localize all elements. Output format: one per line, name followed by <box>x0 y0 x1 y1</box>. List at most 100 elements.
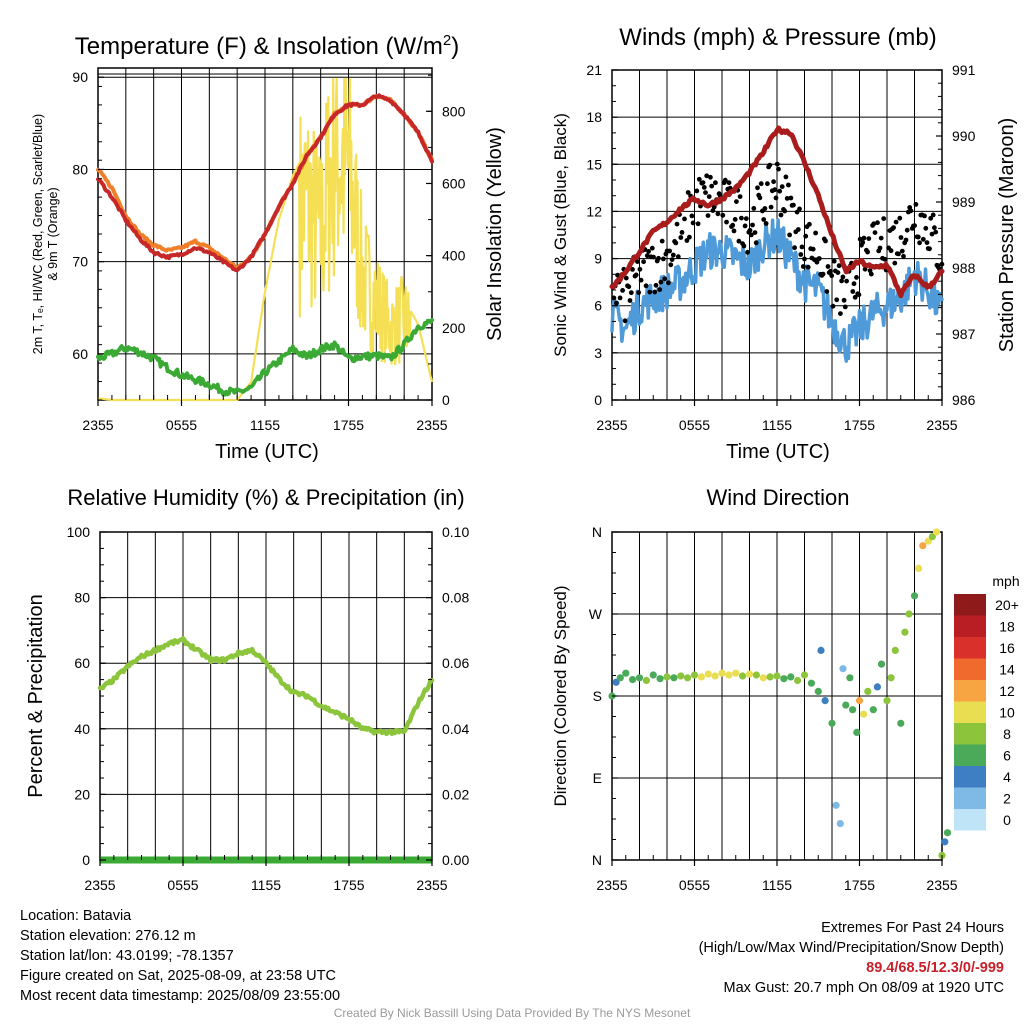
direction-point <box>860 710 868 718</box>
legend-label: 8 <box>1003 726 1011 742</box>
station-latlon: Station lat/lon: 43.0199; -78.1357 <box>20 948 234 964</box>
direction-point <box>853 728 861 737</box>
direction-title: Wind Direction <box>706 485 849 510</box>
x-tick-label: 2355 <box>596 417 627 433</box>
direction-point <box>711 672 719 680</box>
y2-tick-label: 0.10 <box>442 524 469 540</box>
gust-point <box>922 213 927 219</box>
gust-point <box>856 292 862 298</box>
direction-point <box>915 564 923 573</box>
y2-tick-label: 991 <box>952 62 976 78</box>
gust-point <box>768 204 774 210</box>
gust-point <box>908 208 914 214</box>
gust-point <box>834 297 840 303</box>
station-location: Location: Batavia <box>20 908 132 924</box>
direction-point <box>932 528 941 536</box>
gust-point <box>722 177 728 183</box>
direction-point <box>787 673 795 681</box>
sonic-wind-series <box>610 218 944 363</box>
direction-point <box>622 669 630 677</box>
gust-point <box>757 195 763 201</box>
gust-point <box>713 180 718 186</box>
legend-label: 10 <box>999 705 1015 721</box>
gust-point <box>709 183 715 189</box>
direction-point <box>849 706 857 714</box>
gust-point <box>755 185 760 191</box>
speed-legend-title: mph <box>992 573 1019 589</box>
gust-point <box>861 235 867 241</box>
temperature-ticks: 2355 0555 1155 1755 2355 60 70 80 90 0 200 400 600 80… <box>72 67 466 433</box>
gust-point <box>850 289 856 294</box>
gust-point <box>924 240 930 246</box>
gust-point <box>762 206 768 211</box>
gust-point <box>891 225 896 231</box>
y2-tick-label: 990 <box>952 128 976 144</box>
gust-point <box>742 223 748 229</box>
gust-point <box>751 206 757 211</box>
y-tick-label: 100 <box>67 524 91 540</box>
gust-point <box>854 275 859 280</box>
gust-point <box>732 217 738 222</box>
humidity-panel: Relative Humidity (%) & Precipitation (i… <box>25 485 469 893</box>
gust-point <box>694 188 700 194</box>
gust-point <box>628 290 634 296</box>
gust-point <box>690 220 696 226</box>
gust-point <box>929 231 935 237</box>
direction-point <box>697 673 706 681</box>
gust-point <box>710 208 716 214</box>
gust-point <box>799 244 805 250</box>
y2-tick-label: 989 <box>952 194 976 210</box>
gust-point <box>904 227 910 233</box>
gust-point <box>810 246 816 252</box>
gust-point <box>667 248 672 254</box>
extremes-box: Extremes For Past 24 Hours (High/Low/Max… <box>699 918 1004 998</box>
gust-point <box>684 238 690 243</box>
direction-point <box>670 674 678 682</box>
direction-point <box>718 669 726 677</box>
gust-point <box>927 246 932 252</box>
temperature-xlabel: Time (UTC) <box>215 441 319 463</box>
x-tick-label: 0555 <box>167 877 198 893</box>
x-tick-label: 2355 <box>926 417 957 433</box>
gust-point <box>670 252 676 258</box>
gust-point <box>750 222 755 228</box>
direction-point <box>910 592 919 600</box>
x-tick-label: 0555 <box>166 417 197 433</box>
y-tick-label: 9 <box>594 251 602 267</box>
gust-point <box>899 248 905 254</box>
gust-point <box>772 187 778 193</box>
y-tick-label: N <box>592 852 602 868</box>
gust-point <box>844 278 849 284</box>
direction-point <box>800 671 809 679</box>
gust-point <box>930 212 936 218</box>
direction-ticks: 2355 0555 1155 1755 2355 N E S W N <box>589 524 958 893</box>
gust-point <box>868 271 874 277</box>
direction-point <box>642 676 651 685</box>
legend-swatch <box>954 680 986 702</box>
y-tick-label: 6 <box>594 298 602 314</box>
legend-label: 12 <box>999 683 1015 699</box>
gust-point <box>745 249 750 255</box>
gust-point <box>614 300 619 306</box>
extremes-title: Extremes For Past 24 Hours <box>821 920 1004 936</box>
speed-legend: mph 20+ 18 16 14 12 10 8 6 4 2 0 <box>954 573 1020 831</box>
direction-point <box>836 820 844 828</box>
humidity-ticks: 2355 0555 1155 1755 2355 0 20 40 60 80 100 0.00 0.02… <box>67 524 470 893</box>
winds-ticks: 2355 0555 1155 1755 2355 0 3 6 9 12 15 18 21 986 987 98… <box>586 62 975 433</box>
gust-point <box>912 223 917 229</box>
gust-point <box>831 258 837 264</box>
gust-point <box>825 264 831 269</box>
direction-point <box>739 672 747 680</box>
y-tick-label: 0 <box>594 392 602 408</box>
dewpoint-series <box>96 318 434 397</box>
direction-ylabel: Direction (Colored By Speed) <box>551 585 570 806</box>
direction-point <box>656 675 664 683</box>
y-tick-label: N <box>592 524 602 540</box>
gust-point <box>802 256 807 262</box>
gust-point <box>748 232 754 238</box>
extremes-values: 89.4/68.5/12.3/0/-999 <box>866 960 1004 976</box>
legend-label: 2 <box>1003 791 1011 807</box>
y2-tick-label: 988 <box>952 260 976 276</box>
temperature-ylabel-left-2: & 9m T (Orange) <box>46 187 60 280</box>
gust-point <box>657 287 663 292</box>
